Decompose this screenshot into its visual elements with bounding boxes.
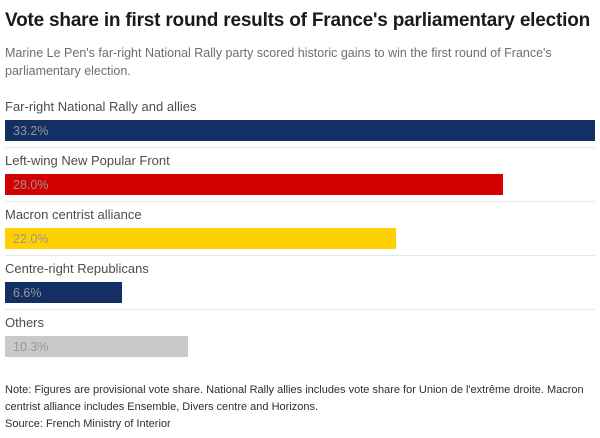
page-title: Vote share in first round results of Fra… [5,10,591,31]
bar-chart: Far-right National Rally and allies 33.2… [5,94,595,363]
footnote: Note: Figures are provisional vote share… [5,384,584,413]
bar-row: Others 10.3% [5,310,595,363]
bar: 28.0% [5,174,503,196]
bar-track: 22.0% [5,228,595,250]
page-subtitle: Marine Le Pen's far-right National Rally… [5,45,552,79]
bar-track: 10.3% [5,336,595,358]
bar-category-label: Centre-right Republicans [5,261,149,277]
bar: 22.0% [5,228,396,250]
bar-category-label: Macron centrist alliance [5,207,142,223]
bar-value-label: 22.0% [13,231,49,246]
bar-row: Macron centrist alliance 22.0% [5,202,595,257]
bar-value-label: 6.6% [13,285,42,300]
bar-track: 6.6% [5,282,595,304]
bar-value-label: 28.0% [13,177,49,192]
bar: 6.6% [5,282,123,304]
source-line: Source: French Ministry of Interior [5,418,171,431]
bar-value-label: 33.2% [13,123,49,138]
bar: 10.3% [5,336,189,358]
bar-row: Far-right National Rally and allies 33.2… [5,94,595,149]
bar-track: 33.2% [5,120,595,142]
bar-track: 28.0% [5,174,595,196]
bar-category-label: Far-right National Rally and allies [5,99,197,115]
bar-category-label: Left-wing New Popular Front [5,153,170,169]
bar-row: Left-wing New Popular Front 28.0% [5,148,595,203]
bar-value-label: 10.3% [13,339,49,354]
bar-row: Centre-right Republicans 6.6% [5,256,595,311]
bar: 33.2% [5,120,595,142]
bar-category-label: Others [5,315,45,331]
